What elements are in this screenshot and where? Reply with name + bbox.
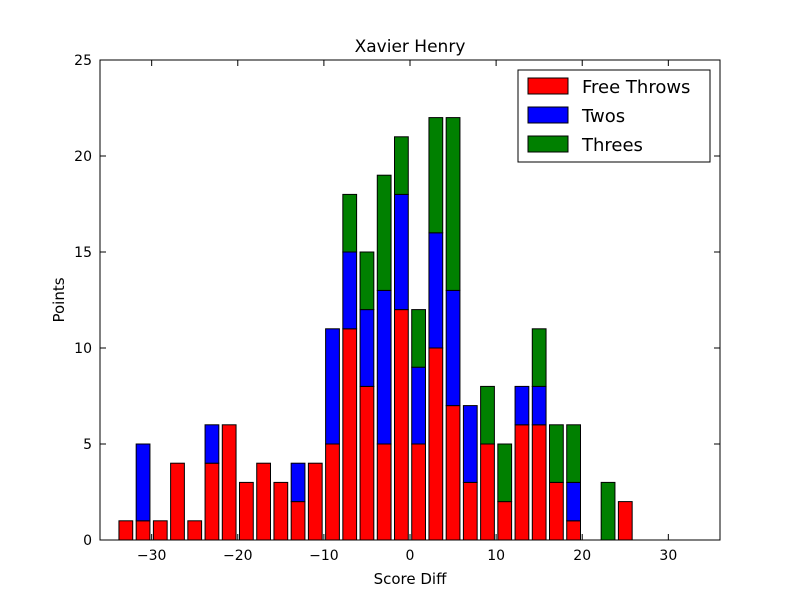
legend-swatch-twos xyxy=(527,106,569,124)
bar-free-throws xyxy=(170,462,185,541)
bar-threes xyxy=(428,117,444,234)
y-tick-label: 15 xyxy=(74,245,92,261)
bar-twos xyxy=(204,424,220,464)
bar-threes xyxy=(445,117,461,291)
bar-free-throws xyxy=(239,481,254,541)
bar-free-throws xyxy=(273,481,289,541)
legend-label-twos: Twos xyxy=(581,106,625,127)
bar-threes xyxy=(342,193,358,253)
bar-twos xyxy=(462,405,478,483)
chart-title: Xavier Henry xyxy=(355,37,466,57)
bar-free-throws xyxy=(204,462,220,541)
bar-free-throws xyxy=(566,520,582,541)
bar-free-throws xyxy=(118,520,134,541)
bar-free-throws xyxy=(152,520,168,541)
x-tick-label: −20 xyxy=(223,548,253,564)
bar-free-throws xyxy=(256,462,272,541)
bar-twos xyxy=(531,385,547,426)
x-tick-label: 0 xyxy=(406,548,415,564)
bar-twos xyxy=(514,385,530,426)
bar-free-throws xyxy=(290,501,306,541)
x-tick-label: −10 xyxy=(309,548,339,564)
bar-free-throws xyxy=(342,328,358,541)
legend-swatch-free-throws xyxy=(527,77,569,95)
bar-free-throws xyxy=(187,520,203,541)
bar-twos xyxy=(566,481,582,522)
legend-label-free-throws: Free Throws xyxy=(582,77,690,98)
bar-threes xyxy=(566,424,582,483)
bar-free-throws xyxy=(549,481,564,541)
bar-free-throws xyxy=(462,481,478,541)
x-tick-label: 20 xyxy=(573,548,591,564)
bar-free-throws xyxy=(480,443,495,541)
bar-twos xyxy=(290,462,306,503)
legend: Free Throws Twos Threes xyxy=(517,69,711,163)
bar-threes xyxy=(394,136,409,195)
y-tick-label: 5 xyxy=(83,437,92,453)
bar-threes xyxy=(411,309,427,368)
bar-free-throws xyxy=(394,309,409,541)
bar-free-throws xyxy=(307,462,323,541)
bar-threes xyxy=(359,251,375,311)
bar-threes xyxy=(480,385,495,445)
ticks-group: −30 −20 −10 0 10 20 30 0 5 10 15 20 25 xyxy=(74,53,720,564)
bar-threes xyxy=(600,481,616,541)
bar-free-throws xyxy=(359,385,375,541)
bar-free-throws xyxy=(325,443,340,541)
bar-twos xyxy=(445,289,461,407)
bar-twos xyxy=(411,366,427,445)
bar-twos xyxy=(376,289,392,445)
x-tick-label: −30 xyxy=(137,548,167,564)
bar-twos xyxy=(394,193,409,311)
legend-label-threes: Threes xyxy=(581,135,643,156)
bar-free-throws xyxy=(497,501,513,541)
bar-threes xyxy=(497,443,513,503)
bar-free-throws xyxy=(514,424,530,541)
bar-threes xyxy=(376,174,392,291)
bar-free-throws xyxy=(531,424,547,541)
y-tick-label: 20 xyxy=(74,149,92,165)
bar-free-throws xyxy=(617,501,633,541)
y-axis-label: Points xyxy=(50,277,68,322)
bar-free-throws xyxy=(376,443,392,541)
bar-twos xyxy=(359,309,375,387)
y-tick-label: 25 xyxy=(74,53,92,69)
bar-threes xyxy=(549,424,564,483)
bar-twos xyxy=(135,443,151,522)
bar-free-throws xyxy=(411,443,427,541)
x-tick-label: 10 xyxy=(487,548,505,564)
y-tick-label: 10 xyxy=(74,341,92,357)
bar-free-throws xyxy=(445,405,461,541)
x-tick-label: 30 xyxy=(659,548,677,564)
legend-swatch-threes xyxy=(527,135,569,153)
bar-threes xyxy=(531,328,547,387)
bar-twos xyxy=(428,232,444,349)
bar-twos xyxy=(342,251,358,330)
bar-free-throws xyxy=(428,347,444,541)
y-tick-label: 0 xyxy=(83,533,92,549)
bar-free-throws xyxy=(135,520,151,541)
bar-free-throws xyxy=(221,424,237,541)
bar-twos xyxy=(325,328,340,445)
x-axis-label: Score Diff xyxy=(374,570,447,588)
